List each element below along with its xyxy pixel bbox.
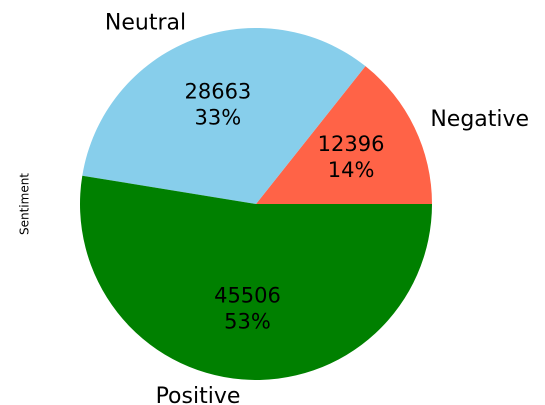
- percent-label: 53%: [224, 309, 271, 333]
- slice-label: Negative: [430, 107, 529, 132]
- value-label: 12396: [318, 132, 385, 156]
- percent-label: 14%: [328, 158, 375, 182]
- pie-slice: [256, 66, 432, 204]
- slice-label: Positive: [156, 384, 241, 405]
- percent-label: 33%: [195, 106, 242, 130]
- y-axis-label: Sentiment: [18, 173, 32, 235]
- slice-label: Neutral: [105, 10, 186, 35]
- value-label: 28663: [184, 80, 251, 104]
- pie-slice: [80, 175, 433, 380]
- value-label: 45506: [214, 283, 281, 307]
- pie-slice: [82, 28, 366, 205]
